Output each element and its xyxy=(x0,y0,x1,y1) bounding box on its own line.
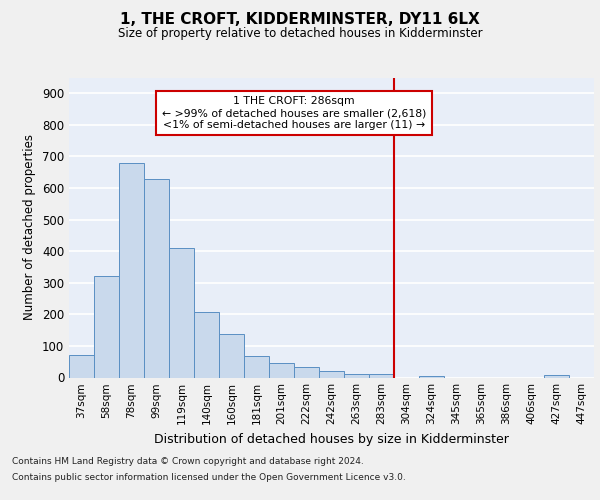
Bar xyxy=(69,356,94,378)
Bar xyxy=(369,374,394,378)
Bar xyxy=(344,374,369,378)
Text: Contains public sector information licensed under the Open Government Licence v3: Contains public sector information licen… xyxy=(12,472,406,482)
Text: Size of property relative to detached houses in Kidderminster: Size of property relative to detached ho… xyxy=(118,28,482,40)
Bar xyxy=(269,362,294,378)
Bar xyxy=(219,334,244,378)
Bar xyxy=(244,356,269,378)
Bar xyxy=(319,370,344,378)
Bar xyxy=(544,375,569,378)
Text: 1, THE CROFT, KIDDERMINSTER, DY11 6LX: 1, THE CROFT, KIDDERMINSTER, DY11 6LX xyxy=(120,12,480,28)
Bar xyxy=(194,312,219,378)
Text: Contains HM Land Registry data © Crown copyright and database right 2024.: Contains HM Land Registry data © Crown c… xyxy=(12,458,364,466)
Bar xyxy=(419,376,444,378)
Bar xyxy=(169,248,194,378)
Bar xyxy=(119,163,144,378)
Bar xyxy=(94,276,119,378)
X-axis label: Distribution of detached houses by size in Kidderminster: Distribution of detached houses by size … xyxy=(154,433,509,446)
Bar xyxy=(294,367,319,378)
Y-axis label: Number of detached properties: Number of detached properties xyxy=(23,134,37,320)
Text: 1 THE CROFT: 286sqm
← >99% of detached houses are smaller (2,618)
<1% of semi-de: 1 THE CROFT: 286sqm ← >99% of detached h… xyxy=(162,96,426,130)
Bar xyxy=(144,178,169,378)
